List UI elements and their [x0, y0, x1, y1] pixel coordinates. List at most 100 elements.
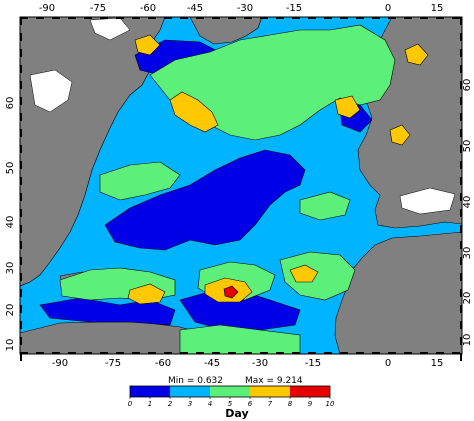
lat-tick-left: 50: [5, 162, 16, 175]
frame-tick: [132, 352, 140, 354]
frame-tick: [180, 352, 188, 354]
frame-tick: [460, 209, 462, 217]
frame-tick: [340, 17, 348, 19]
mediterranean-land-highlight: [399, 187, 456, 215]
lon-tick-top: -15: [286, 3, 302, 14]
frame-tick: [436, 352, 444, 354]
lat-ticks-right: 10 20 30 40 50 60: [462, 79, 473, 347]
lon-tick-bottom: -15: [305, 358, 321, 369]
frame-tick: [20, 353, 22, 361]
frame-tick: [460, 97, 462, 105]
frame-tick: [460, 337, 462, 345]
frame-tick: [36, 17, 44, 19]
lon-tick-top: 15: [431, 3, 444, 14]
lon-tick-top: -90: [39, 3, 55, 14]
lat-tick-left: 20: [5, 304, 16, 317]
colorbar-min-label: Min = 0.632: [168, 376, 223, 386]
colorbar-unit: Day: [225, 407, 248, 420]
frame-tick: [460, 321, 462, 329]
frame-tick: [460, 33, 462, 41]
colorbar-tick-label: 4: [208, 400, 212, 408]
frame-tick: [20, 161, 22, 169]
map-area: [20, 17, 462, 354]
frame-tick: [460, 81, 462, 89]
lat-tick-left: 40: [5, 216, 16, 229]
frame-tick: [452, 17, 460, 19]
region-coastal-ne: [389, 124, 411, 146]
frame-tick: [460, 273, 462, 281]
arctic-island: [89, 17, 131, 41]
lon-tick-bottom: 15: [431, 358, 444, 369]
frame-tick: [260, 352, 268, 354]
lat-tick-right: 60: [462, 79, 473, 92]
frame-tick: [20, 113, 22, 121]
lon-tick-bottom: -75: [105, 358, 121, 369]
frame-tick: [260, 17, 268, 19]
frame-tick: [460, 113, 462, 121]
lon-tick-top: -75: [90, 3, 106, 14]
frame-tick: [308, 352, 316, 354]
lon-tick-bottom: -45: [204, 358, 220, 369]
colorbar-swatch: [170, 386, 210, 397]
frame-tick: [20, 49, 22, 57]
frame-tick: [460, 241, 462, 249]
frame-tick: [212, 17, 220, 19]
frame-tick: [460, 289, 462, 297]
frame-tick: [20, 177, 22, 185]
frame-tick: [404, 17, 412, 19]
frame-tick: [324, 17, 332, 19]
frame-tick: [324, 352, 332, 354]
colorbar-tick-label: 5: [228, 400, 233, 408]
lon-tick-bottom: -30: [252, 358, 268, 369]
frame-tick: [36, 352, 44, 354]
region-nordic: [404, 43, 429, 66]
frame-tick: [460, 305, 462, 313]
frame-tick: [212, 352, 220, 354]
frame-tick: [228, 17, 236, 19]
frame-tick: [20, 33, 22, 41]
colorbar-swatches: [130, 386, 330, 397]
region-central-atlantic: [104, 149, 306, 251]
frame-tick: [52, 17, 60, 19]
frame-tick: [68, 352, 76, 354]
lat-tick-right: 30: [462, 247, 473, 260]
frame-tick: [460, 145, 462, 153]
frame-tick: [372, 17, 380, 19]
frame-tick: [460, 177, 462, 185]
lon-tick-bottom: -60: [155, 358, 171, 369]
lon-ticks-top: -90 -75 -60 -45 -30 -15 0 15: [39, 3, 444, 14]
frame-tick: [20, 193, 22, 201]
lat-tick-right: 20: [462, 292, 473, 305]
frame-tick: [148, 17, 156, 19]
lat-ticks-left: 10 20 30 40 50 60: [5, 97, 16, 352]
frame-tick: [68, 17, 76, 19]
frame-tick: [100, 17, 108, 19]
class-8-10-regions: [223, 285, 239, 299]
lon-ticks-bottom: -90 -75 -60 -45 -30 -15 0 15: [52, 358, 444, 369]
region-maximum: [223, 285, 239, 299]
lon-tick-top: 0: [385, 3, 391, 14]
lon-tick-top: -60: [140, 3, 156, 14]
region-caribbean: [39, 297, 176, 326]
frame-tick: [292, 352, 300, 354]
frame-tick: [356, 352, 364, 354]
frame-tick: [164, 17, 172, 19]
colorbar-tick-label: 1: [148, 400, 152, 408]
frame-tick: [452, 352, 460, 354]
frame-tick: [52, 352, 60, 354]
frame-tick: [244, 352, 252, 354]
frame-tick: [436, 17, 444, 19]
frame-tick: [460, 257, 462, 265]
colorbar-tick-label: 6: [248, 400, 253, 408]
region-equatorial: [179, 324, 301, 354]
map-frame: [19, 16, 463, 355]
frame-tick: [420, 352, 428, 354]
frame-tick: [196, 352, 204, 354]
colorbar-swatch: [250, 386, 290, 397]
frame-tick: [20, 257, 22, 265]
frame-tick: [20, 65, 22, 73]
region-canary-core: [289, 264, 319, 283]
frame-tick: [460, 17, 462, 25]
frame-tick: [20, 17, 22, 25]
frame-tick: [20, 81, 22, 89]
